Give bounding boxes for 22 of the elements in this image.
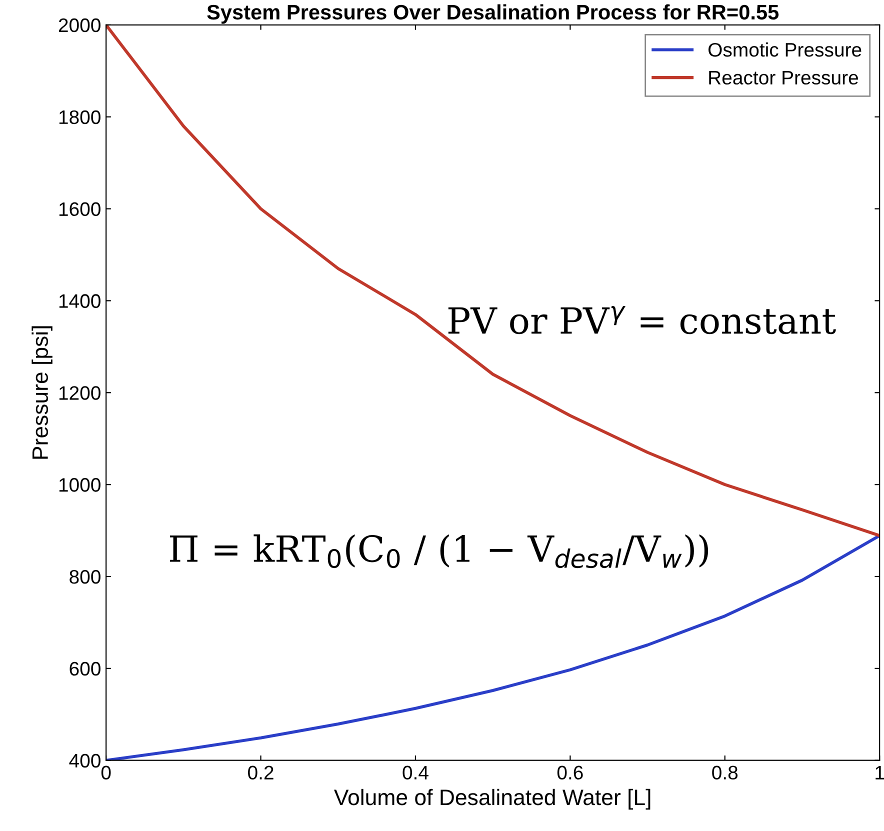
y-tick-label: 1600 (59, 202, 100, 216)
legend-label: Reactor Pressure (709, 70, 858, 85)
y-tick-label: 2000 (58, 18, 100, 32)
x-axis-title: Volume of Desalinated Water [L] (334, 788, 650, 810)
chart-title: System Pressures Over Desalination Process for RR=0.55 (207, 4, 779, 24)
y-tick-label: 800 (70, 570, 100, 584)
x-tick-label: 0.6 (557, 766, 583, 780)
x-tick-label: 1 (876, 766, 884, 780)
y-tick-label: 600 (70, 662, 100, 676)
y-tick-label: 1400 (59, 294, 100, 308)
x-tick-label: 0.2 (248, 766, 274, 780)
x-tick-label: 0.8 (712, 766, 738, 780)
y-tick-label: 1000 (59, 478, 100, 492)
y-tick-label: 1200 (59, 386, 100, 400)
x-tick-label: 0.4 (402, 766, 428, 780)
y-axis-title: Pressure [psi] (32, 326, 52, 459)
text: Π = kRT$_{0}$(C$_{0}$ / (1 − V$_{desal}$/V$_{w}$)) (170, 534, 708, 568)
y-tick-label: 400 (69, 754, 100, 768)
legend-label: Osmotic Pressure (708, 42, 862, 57)
x-tick-label: 0 (101, 766, 111, 780)
y-tick-label: 1800 (59, 110, 100, 124)
annotation: PV or PV$^{γ}$ = constant (448, 306, 836, 334)
